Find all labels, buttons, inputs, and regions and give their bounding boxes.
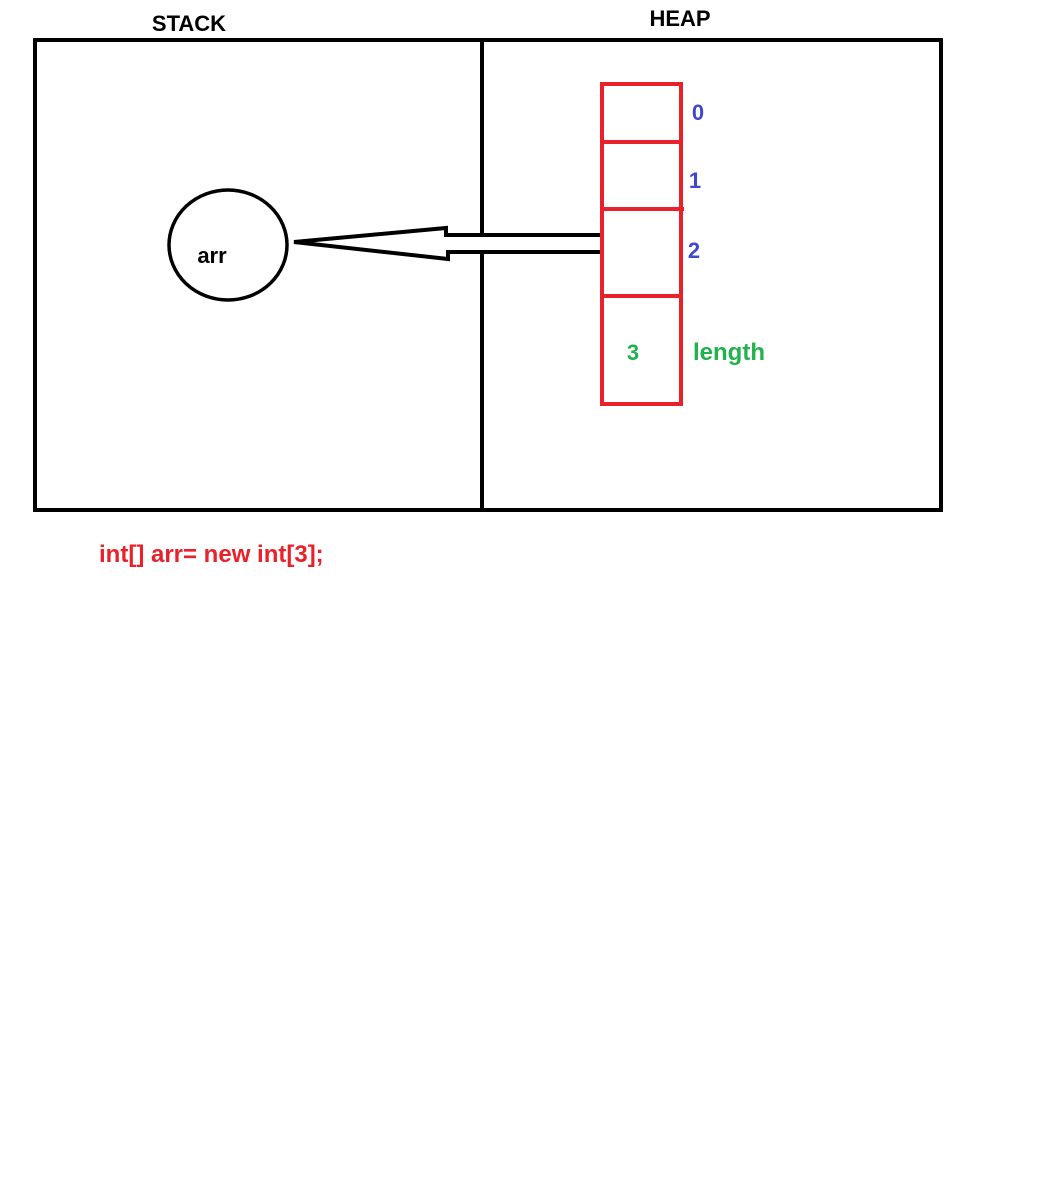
length-value: 3 [627, 340, 639, 365]
variable-name: arr [197, 243, 227, 268]
index-label: 1 [689, 168, 701, 193]
index-label: 0 [692, 100, 704, 125]
length-label: length [693, 339, 765, 366]
code-line: int[] arr= new int[3]; [99, 541, 324, 568]
memory-frame [33, 38, 943, 512]
array-outline [600, 82, 683, 406]
array-block [600, 82, 684, 406]
index-label: 2 [688, 238, 700, 263]
reference-arrow [293, 225, 604, 262]
variable-circle [167, 188, 289, 302]
stack-label: STACK [152, 11, 226, 36]
heap-label: HEAP [649, 6, 710, 31]
